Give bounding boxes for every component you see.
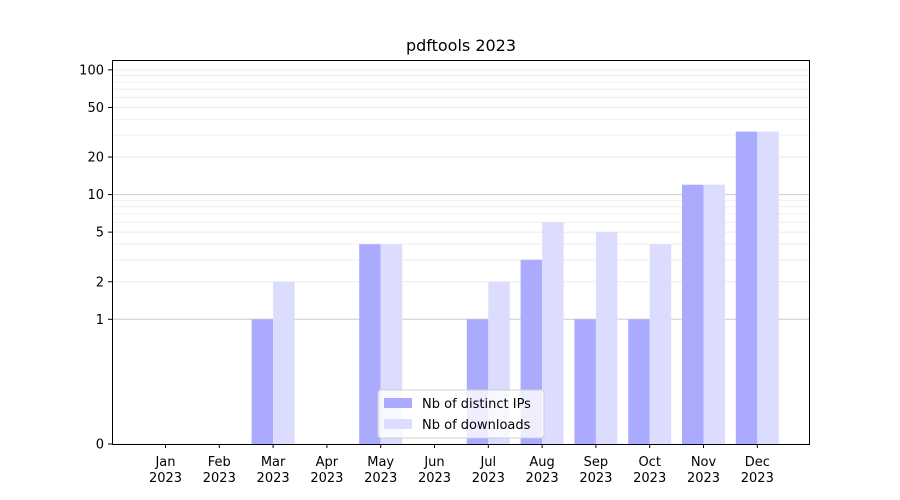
legend-label-downloads: Nb of downloads <box>422 418 531 433</box>
x-tick-label-month: May <box>367 455 394 470</box>
bar-distinct-ips <box>251 319 274 444</box>
x-tick-label-year: 2023 <box>633 471 666 486</box>
bar-distinct-ips <box>359 244 381 444</box>
legend-label-distinct-ips: Nb of distinct IPs <box>422 397 531 412</box>
y-tick-label: 1 <box>96 313 104 328</box>
y-tick-label: 10 <box>87 188 104 203</box>
x-tick-label-month: Dec <box>745 455 770 470</box>
legend: Nb of distinct IPs Nb of downloads <box>377 389 545 439</box>
bar-downloads <box>649 244 672 444</box>
bar-downloads <box>703 184 725 444</box>
x-tick-label-year: 2023 <box>257 471 290 486</box>
bar-downloads <box>595 232 618 444</box>
y-tick-label: 2 <box>96 275 104 290</box>
y-tick-label: 20 <box>87 151 104 166</box>
y-tick-label: 0 <box>96 438 104 453</box>
x-tick-label-month: Aug <box>529 455 554 470</box>
x-tick-label-year: 2023 <box>149 471 182 486</box>
x-tick-label-year: 2023 <box>741 471 774 486</box>
legend-box <box>377 389 545 439</box>
chart-title: pdftools 2023 <box>406 36 516 55</box>
x-tick-label-month: Mar <box>261 455 286 470</box>
x-tick-label-year: 2023 <box>687 471 720 486</box>
bar-distinct-ips <box>574 319 596 444</box>
x-tick-label-month: Oct <box>638 455 660 470</box>
x-tick-label-year: 2023 <box>364 471 397 486</box>
bar-downloads <box>757 131 779 445</box>
bar-downloads <box>542 222 564 444</box>
bar-distinct-ips <box>735 131 758 445</box>
y-tick-label: 5 <box>96 226 104 241</box>
x-tick-label-month: Jun <box>423 455 444 470</box>
bar-downloads <box>273 281 295 444</box>
x-tick-label-year: 2023 <box>579 471 612 486</box>
x-tick-label-month: Nov <box>691 455 717 470</box>
bar-distinct-ips <box>682 184 704 444</box>
x-tick-label-year: 2023 <box>472 471 505 486</box>
x-tick-label-year: 2023 <box>310 471 343 486</box>
x-tick-label-month: Feb <box>208 455 231 470</box>
x-tick-label-month: Jul <box>479 455 496 470</box>
legend-swatch-downloads <box>384 419 412 429</box>
grid-layer <box>112 69 809 445</box>
x-tick-label-month: Jan <box>154 455 175 470</box>
axes-layer: 0125102050100Jan2023Feb2023Mar2023Apr202… <box>79 63 774 486</box>
x-tick-label-year: 2023 <box>418 471 451 486</box>
legend-swatch-distinct-ips <box>384 398 412 408</box>
y-tick-label: 100 <box>79 63 104 78</box>
x-tick-label-year: 2023 <box>526 471 559 486</box>
bar-distinct-ips <box>628 319 650 444</box>
x-tick-label-month: Apr <box>316 455 339 470</box>
x-tick-label-year: 2023 <box>203 471 236 486</box>
plot-frame <box>112 60 810 445</box>
x-tick-label-month: Sep <box>584 455 609 470</box>
y-tick-label: 50 <box>87 101 104 116</box>
